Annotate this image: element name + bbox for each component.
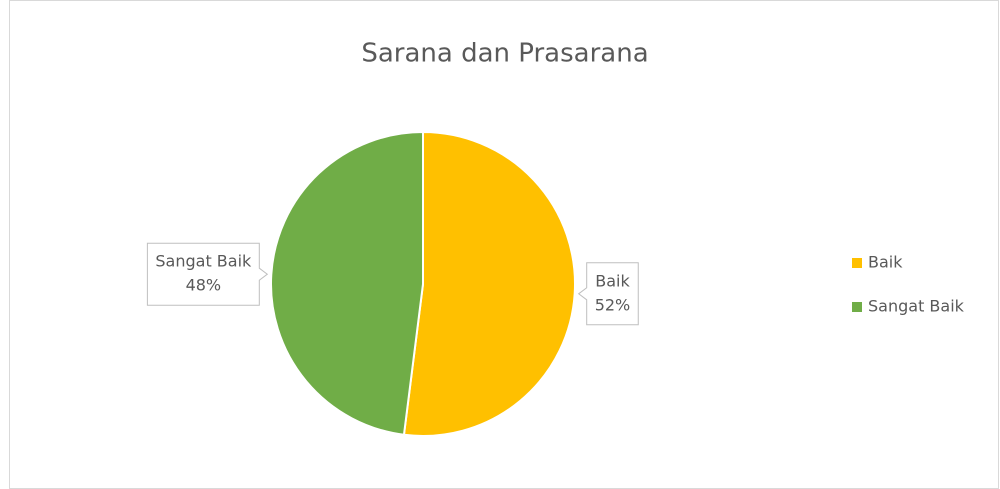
pie-slice [270,130,424,436]
legend-swatch [852,258,862,268]
data-label-value: 52% [595,295,631,314]
legend-label: Sangat Baik [868,297,965,316]
data-label-box [577,262,639,326]
data-label: Baik 52% [577,262,639,326]
data-label-category: Baik [595,271,630,290]
data-label-box [146,242,269,306]
legend-label: Baik [868,253,903,272]
chart-title: Sarana dan Prasarana [361,39,648,69]
data-label-category: Sangat Baik [155,252,252,271]
data-label: Sangat Baik 48% [146,242,269,306]
pie-slice [402,130,576,437]
legend-swatch [852,302,862,312]
data-label-value: 48% [186,276,222,295]
